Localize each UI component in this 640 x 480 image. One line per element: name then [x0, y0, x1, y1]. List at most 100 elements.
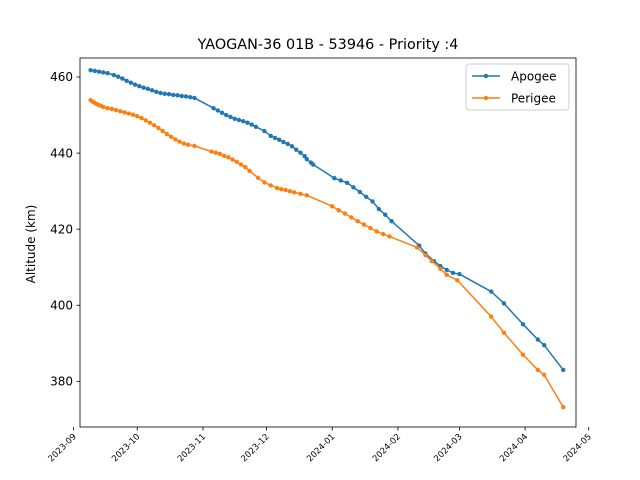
data-point-apogee — [561, 367, 566, 373]
data-point-perigee — [173, 137, 178, 142]
data-point-apogee — [389, 219, 394, 224]
data-point-apogee — [188, 94, 193, 100]
data-point-apogee — [183, 94, 189, 99]
data-point-apogee — [171, 92, 176, 98]
data-point-perigee — [279, 187, 284, 192]
data-point-perigee — [209, 149, 214, 154]
data-point-apogee — [383, 212, 388, 217]
data-point-perigee — [255, 175, 261, 181]
data-point-perigee — [438, 266, 443, 271]
data-point-apogee — [304, 156, 309, 162]
data-point-apogee — [224, 112, 229, 118]
data-point-perigee — [105, 106, 110, 111]
data-point-perigee — [387, 234, 392, 239]
data-point-perigee — [143, 118, 148, 123]
y-axis-label: Altitude (km) — [24, 205, 38, 284]
data-point-apogee — [542, 343, 547, 348]
data-point-perigee — [160, 128, 165, 134]
data-point-apogee — [245, 120, 250, 125]
data-point-apogee — [520, 322, 526, 327]
data-point-perigee — [355, 219, 360, 224]
data-point-apogee — [101, 70, 106, 75]
data-point-perigee — [147, 120, 153, 125]
data-point-perigee — [455, 277, 460, 283]
data-point-apogee — [111, 72, 117, 78]
data-point-apogee — [370, 199, 375, 204]
data-point-perigee — [342, 211, 348, 216]
data-point-apogee — [96, 69, 102, 74]
data-point-perigee — [283, 187, 288, 193]
data-point-perigee — [268, 183, 273, 188]
data-point-perigee — [151, 123, 157, 128]
data-point-apogee — [338, 178, 343, 183]
data-point-apogee — [128, 80, 134, 85]
data-point-perigee — [414, 245, 420, 250]
data-point-apogee — [332, 176, 337, 181]
data-point-perigee — [221, 153, 227, 158]
y-tick-label: 380 — [50, 375, 73, 389]
y-tick-label: 440 — [50, 146, 73, 160]
data-point-apogee — [501, 301, 507, 306]
data-point-perigee — [130, 112, 136, 117]
legend: Apogee Perigee — [465, 63, 570, 111]
data-point-perigee — [535, 367, 541, 373]
data-point-apogee — [262, 128, 267, 134]
data-point-apogee — [357, 189, 362, 195]
data-point-apogee — [236, 117, 242, 123]
data-point-apogee — [158, 90, 163, 96]
data-point-perigee — [164, 131, 170, 137]
data-point-apogee — [285, 141, 290, 147]
data-point-apogee — [162, 91, 167, 96]
data-point-perigee — [374, 229, 379, 234]
data-point-perigee — [192, 143, 197, 149]
data-point-apogee — [241, 118, 246, 124]
data-point-apogee — [192, 95, 197, 101]
series-layer — [88, 67, 566, 410]
data-point-perigee — [177, 139, 182, 144]
y-axis-ticks: 380 400 420 440 460 — [50, 70, 80, 389]
data-point-apogee — [249, 122, 254, 127]
data-point-apogee — [535, 337, 541, 342]
data-point-apogee — [154, 89, 159, 95]
data-point-perigee — [287, 188, 293, 194]
data-point-apogee — [268, 133, 273, 139]
data-point-apogee — [457, 271, 462, 277]
data-point-perigee — [298, 191, 303, 197]
data-point-apogee — [132, 82, 138, 87]
legend-swatch-marker — [483, 73, 489, 79]
data-point-apogee — [351, 185, 356, 190]
data-point-perigee — [118, 109, 123, 114]
series-apogee — [88, 67, 566, 373]
data-point-perigee — [429, 258, 435, 264]
data-point-perigee — [542, 372, 547, 378]
y-tick-label: 420 — [50, 222, 73, 236]
data-point-perigee — [139, 115, 144, 121]
data-point-apogee — [289, 144, 295, 149]
data-point-perigee — [238, 162, 244, 167]
data-point-perigee — [226, 155, 231, 160]
data-point-perigee — [168, 134, 174, 139]
data-point-perigee — [380, 231, 386, 237]
data-point-apogee — [281, 139, 286, 145]
data-point-apogee — [149, 88, 155, 93]
data-point-perigee — [135, 114, 140, 119]
data-point-apogee — [88, 67, 93, 73]
data-point-apogee — [310, 162, 316, 167]
data-point-apogee — [145, 86, 151, 92]
data-point-apogee — [92, 68, 98, 74]
data-point-apogee — [363, 194, 369, 200]
data-point-perigee — [126, 111, 131, 116]
data-point-apogee — [175, 93, 180, 98]
data-point-apogee — [376, 206, 382, 212]
data-point-perigee — [349, 215, 354, 220]
legend-swatch-marker — [483, 95, 489, 101]
data-point-apogee — [253, 124, 259, 130]
legend-label: Perigee — [511, 91, 556, 105]
data-point-perigee — [368, 225, 373, 231]
data-point-apogee — [120, 76, 125, 81]
data-point-perigee — [274, 185, 280, 191]
data-point-perigee — [185, 142, 191, 147]
data-point-perigee — [181, 141, 187, 146]
data-point-perigee — [217, 151, 223, 157]
